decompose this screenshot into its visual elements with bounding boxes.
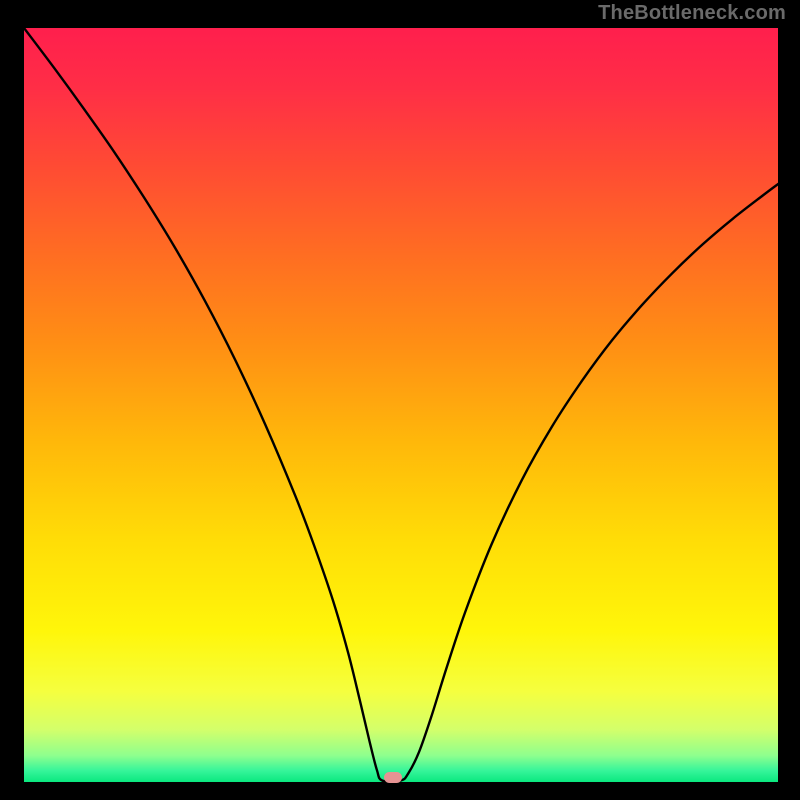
optimum-marker (384, 772, 402, 782)
watermark-text: TheBottleneck.com (598, 2, 786, 25)
chart-frame: TheBottleneck.com (0, 0, 800, 800)
plot-area (24, 28, 778, 782)
bottleneck-curve (24, 28, 778, 782)
